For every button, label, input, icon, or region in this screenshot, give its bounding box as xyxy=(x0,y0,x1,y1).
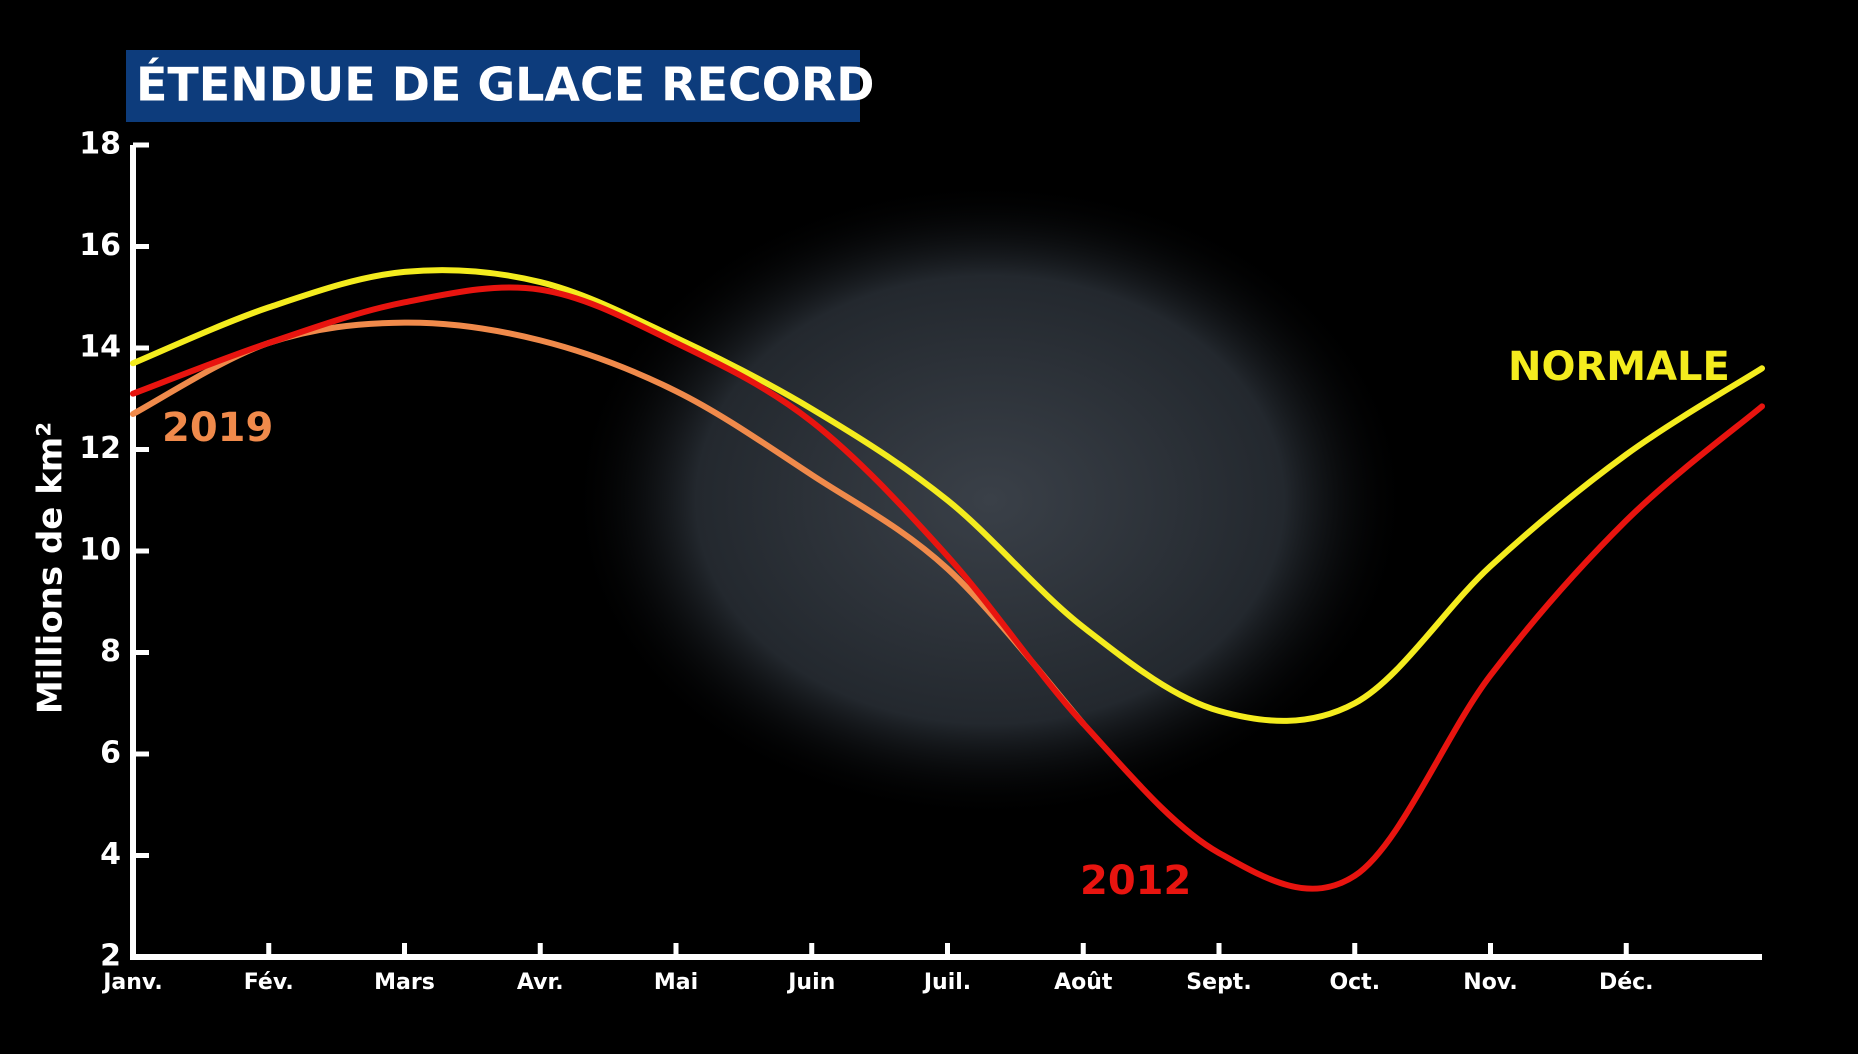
x-tick-label: Fév. xyxy=(244,970,294,995)
y-tick-label: 6 xyxy=(100,736,121,771)
x-tick-label: Juin xyxy=(786,970,835,995)
series-label: 2012 xyxy=(1080,858,1191,904)
title-box xyxy=(126,50,860,122)
x-tick-label: Mai xyxy=(654,970,698,995)
ice-backdrop xyxy=(570,180,1410,820)
line-series xyxy=(130,267,1765,724)
y-tick-label: 4 xyxy=(100,837,121,872)
line-series xyxy=(130,284,1765,892)
x-tick-label: Oct. xyxy=(1329,970,1380,995)
y-tick-label: 18 xyxy=(79,127,121,162)
series-label: 2019 xyxy=(162,405,273,451)
x-tick-label: Déc. xyxy=(1599,970,1654,995)
x-tick-label: Mars xyxy=(374,970,435,995)
y-tick-label: 2 xyxy=(100,939,121,974)
y-tick-label: 12 xyxy=(79,431,121,466)
series-label: NORMALE xyxy=(1508,344,1730,390)
x-tick-label: Janv. xyxy=(101,970,163,995)
x-tick-label: Avr. xyxy=(517,970,564,995)
chart-title: ÉTENDUE DE GLACE RECORD xyxy=(136,58,875,112)
x-tick-label: Août xyxy=(1054,970,1113,995)
y-tick-label: 14 xyxy=(79,330,121,365)
y-tick-label: 16 xyxy=(79,228,121,263)
y-axis-label: Millions de km² xyxy=(31,422,71,714)
y-tick-label: 8 xyxy=(100,634,121,669)
x-tick-label: Sept. xyxy=(1186,970,1251,995)
x-tick-label: Juil. xyxy=(922,970,971,995)
y-tick-label: 10 xyxy=(79,533,121,568)
x-tick-label: Nov. xyxy=(1463,970,1517,995)
